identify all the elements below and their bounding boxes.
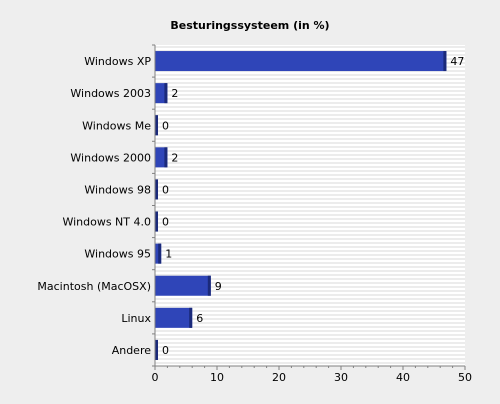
category-label: Windows 98 <box>84 183 151 196</box>
value-label: 2 <box>171 151 178 164</box>
bar-edge <box>155 211 158 232</box>
value-label: 47 <box>450 55 464 68</box>
category-label: Windows XP <box>84 55 151 68</box>
value-label: 9 <box>215 280 222 293</box>
bar-edge <box>164 147 168 168</box>
value-label: 0 <box>162 344 169 357</box>
category-label: Windows 95 <box>84 248 151 261</box>
value-label: 6 <box>196 312 203 325</box>
value-label: 0 <box>162 119 169 132</box>
bar <box>155 275 211 296</box>
value-label: 0 <box>162 183 169 196</box>
value-label: 1 <box>165 248 172 261</box>
y-axis: Windows XP Windows 2003 Windows Me Windows … <box>37 44 156 367</box>
x-tick-label: 30 <box>334 371 348 384</box>
bar <box>155 307 193 328</box>
bar-edge <box>155 115 158 136</box>
bar-edge <box>443 51 447 72</box>
bar <box>155 83 168 104</box>
x-tick-label: 40 <box>396 371 410 384</box>
chart-title: Besturingssysteem (in %) <box>170 19 329 32</box>
bars <box>155 51 447 360</box>
bar-edge <box>164 83 168 104</box>
category-label: Linux <box>121 312 151 325</box>
bar-edge <box>155 339 158 360</box>
bar-edge <box>158 243 162 264</box>
bar-edge <box>189 307 193 328</box>
x-tick-label: 20 <box>272 371 286 384</box>
category-label: Windows Me <box>82 119 151 132</box>
bar-edge <box>155 179 158 200</box>
x-tick-label: 0 <box>152 371 159 384</box>
category-label: Macintosh (MacOSX) <box>37 280 151 293</box>
category-label: Windows 2000 <box>70 151 151 164</box>
bar <box>155 147 168 168</box>
category-label: Windows 2003 <box>70 87 151 100</box>
value-label: 0 <box>162 216 169 229</box>
bar <box>155 243 162 264</box>
x-tick-label: 50 <box>458 371 472 384</box>
x-tick-label: 10 <box>210 371 224 384</box>
x-axis: 0 10 20 30 40 50 <box>152 365 472 384</box>
value-labels: 47 2 0 2 0 0 1 9 6 0 <box>162 55 464 357</box>
bar-edge <box>207 275 211 296</box>
value-label: 2 <box>171 87 178 100</box>
category-label: Windows NT 4.0 <box>62 216 151 229</box>
bar <box>155 51 447 72</box>
category-label: Andere <box>112 344 152 357</box>
